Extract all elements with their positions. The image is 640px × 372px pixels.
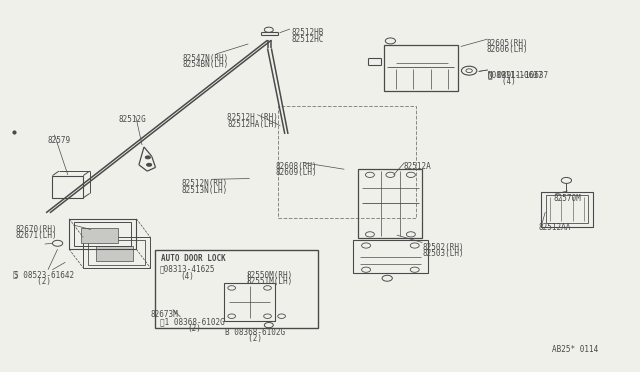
Text: 82512A: 82512A <box>403 162 431 171</box>
Text: 82671(LH): 82671(LH) <box>16 231 58 240</box>
Text: 82670(RH): 82670(RH) <box>16 225 58 234</box>
Text: 82605(RH): 82605(RH) <box>486 39 528 48</box>
Text: 82502(RH): 82502(RH) <box>422 243 464 251</box>
Text: ⑂1 08368-6102G: ⑂1 08368-6102G <box>160 317 225 326</box>
Bar <box>278 106 416 218</box>
Text: (2): (2) <box>225 334 262 343</box>
Text: 82606(LH): 82606(LH) <box>486 45 528 54</box>
Bar <box>155 250 318 328</box>
Text: 82512G: 82512G <box>118 115 146 124</box>
Text: Ⓜ: Ⓜ <box>13 271 17 280</box>
Text: 82570M: 82570M <box>554 194 581 203</box>
Text: 82512HB: 82512HB <box>291 28 324 37</box>
Text: N 08911-10637: N 08911-10637 <box>488 71 548 80</box>
Bar <box>74 222 131 246</box>
Bar <box>69 219 136 249</box>
Text: 82551M(LH): 82551M(LH) <box>246 277 292 286</box>
Text: 82512AA: 82512AA <box>539 223 572 232</box>
Text: Ⓝ08911-10637: Ⓝ08911-10637 <box>488 70 543 79</box>
Text: Ⓝ08313-41625: Ⓝ08313-41625 <box>160 264 216 273</box>
Bar <box>83 237 150 268</box>
Text: S 08523-61642: S 08523-61642 <box>14 271 74 280</box>
Text: AUTO DOOR LOCK: AUTO DOOR LOCK <box>161 254 226 263</box>
Text: 82608(RH): 82608(RH) <box>275 162 317 171</box>
Bar <box>52 176 83 198</box>
Text: 82512H (RH): 82512H (RH) <box>227 113 278 122</box>
Text: 82503(LH): 82503(LH) <box>422 249 464 258</box>
Text: 82512N(RH): 82512N(RH) <box>181 179 227 188</box>
Bar <box>358 169 422 238</box>
Text: 82609(LH): 82609(LH) <box>275 168 317 177</box>
Text: (2): (2) <box>187 324 201 333</box>
Text: (2): (2) <box>14 277 51 286</box>
Bar <box>88 240 145 265</box>
Text: (4): (4) <box>488 77 515 86</box>
Circle shape <box>147 163 152 166</box>
Text: (4): (4) <box>180 272 195 280</box>
Text: B 08368-6102G: B 08368-6102G <box>225 328 285 337</box>
Bar <box>546 195 588 223</box>
Bar <box>224 283 275 321</box>
Text: 82512HA(LH): 82512HA(LH) <box>227 120 278 129</box>
Text: 8254BN(LH): 8254BN(LH) <box>182 60 228 69</box>
Bar <box>81 228 118 243</box>
Bar <box>541 192 593 227</box>
Text: 82547N(RH): 82547N(RH) <box>182 54 228 63</box>
Text: Ⓝ: Ⓝ <box>488 70 492 79</box>
Circle shape <box>145 156 150 159</box>
Text: AB25* 0114: AB25* 0114 <box>552 345 598 354</box>
Text: 82550M(RH): 82550M(RH) <box>246 271 292 280</box>
Bar <box>96 246 133 261</box>
Bar <box>353 240 428 273</box>
Bar <box>384 45 458 91</box>
Text: 82513N(LH): 82513N(LH) <box>181 186 227 195</box>
Text: 82512HC: 82512HC <box>291 35 324 44</box>
Text: 82579: 82579 <box>48 136 71 145</box>
Text: 82673M: 82673M <box>150 310 178 318</box>
